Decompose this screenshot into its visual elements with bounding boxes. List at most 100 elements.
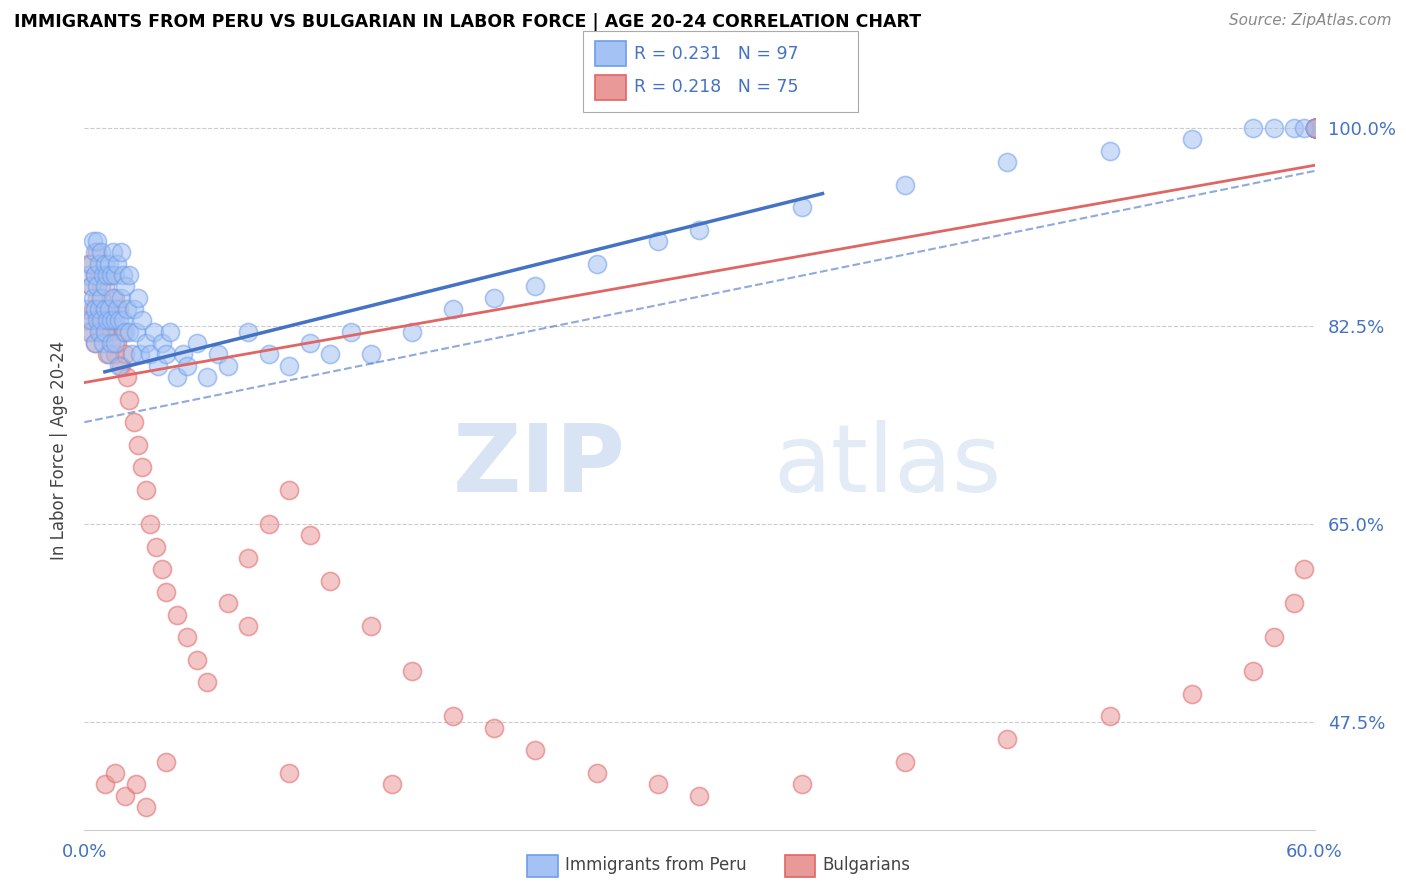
Point [298, 335, 321, 350]
Point [87, 268, 110, 282]
Point [148, 359, 170, 373]
Point [1303, 120, 1326, 135]
Point [83, 301, 105, 316]
Point [1303, 120, 1326, 135]
Point [117, 301, 139, 316]
Point [98, 301, 120, 316]
Y-axis label: In Labor Force | Age 20-24: In Labor Force | Age 20-24 [49, 341, 67, 560]
Point [689, 789, 711, 803]
Point [1294, 120, 1316, 135]
Point [104, 313, 127, 327]
Point [586, 257, 609, 271]
Point [443, 301, 465, 316]
Point [257, 516, 280, 531]
Point [319, 347, 342, 361]
Point [401, 325, 423, 339]
Point [108, 359, 131, 373]
Point [114, 279, 136, 293]
Point [105, 335, 128, 350]
Point [1303, 120, 1326, 135]
Point [135, 800, 157, 814]
Point [96, 313, 118, 327]
Point [155, 755, 177, 769]
Point [127, 291, 149, 305]
Point [340, 325, 363, 339]
Point [172, 347, 194, 361]
Point [135, 335, 157, 350]
Point [145, 540, 167, 554]
Point [91, 335, 114, 350]
Point [139, 516, 162, 531]
Point [1098, 709, 1121, 723]
Point [1181, 687, 1204, 701]
Point [94, 257, 117, 271]
Point [1241, 120, 1264, 135]
Point [112, 313, 135, 327]
Point [94, 301, 117, 316]
Point [1294, 562, 1316, 576]
Point [278, 483, 301, 497]
Point [197, 675, 219, 690]
Point [166, 370, 188, 384]
Point [110, 245, 132, 260]
Point [105, 257, 128, 271]
Point [238, 619, 260, 633]
Point [104, 291, 127, 305]
Point [1181, 132, 1204, 146]
Point [104, 347, 127, 361]
Point [131, 460, 153, 475]
Point [94, 325, 117, 339]
Point [176, 630, 198, 644]
Point [790, 777, 813, 791]
Point [79, 279, 101, 293]
Point [319, 574, 342, 588]
Point [90, 245, 112, 260]
Point [443, 709, 465, 723]
Point [381, 777, 404, 791]
Point [98, 301, 120, 316]
Point [110, 291, 132, 305]
Point [159, 325, 181, 339]
Point [1241, 664, 1264, 678]
Point [118, 325, 141, 339]
Point [90, 291, 112, 305]
Point [139, 347, 162, 361]
Point [98, 257, 120, 271]
Point [96, 313, 118, 327]
Point [86, 234, 108, 248]
Point [101, 291, 124, 305]
Point [98, 347, 120, 361]
Point [77, 268, 100, 282]
Point [86, 245, 108, 260]
Point [122, 415, 145, 429]
Point [82, 234, 104, 248]
Point [143, 325, 166, 339]
Point [1303, 120, 1326, 135]
Point [86, 291, 108, 305]
Point [100, 335, 122, 350]
Point [112, 268, 135, 282]
Point [790, 200, 813, 214]
Point [1303, 120, 1326, 135]
Point [207, 347, 229, 361]
Point [278, 359, 301, 373]
Point [82, 291, 104, 305]
Point [278, 766, 301, 780]
Point [155, 347, 177, 361]
Point [101, 245, 124, 260]
Point [87, 325, 110, 339]
Point [94, 325, 117, 339]
Point [238, 325, 260, 339]
Point [83, 335, 105, 350]
Point [176, 359, 198, 373]
Text: R = 0.231   N = 97: R = 0.231 N = 97 [634, 45, 799, 62]
Point [118, 268, 141, 282]
Point [83, 245, 105, 260]
Point [186, 335, 208, 350]
Point [238, 551, 260, 566]
Point [100, 268, 122, 282]
Point [118, 392, 141, 407]
Point [114, 347, 136, 361]
Point [1098, 144, 1121, 158]
Point [647, 234, 669, 248]
